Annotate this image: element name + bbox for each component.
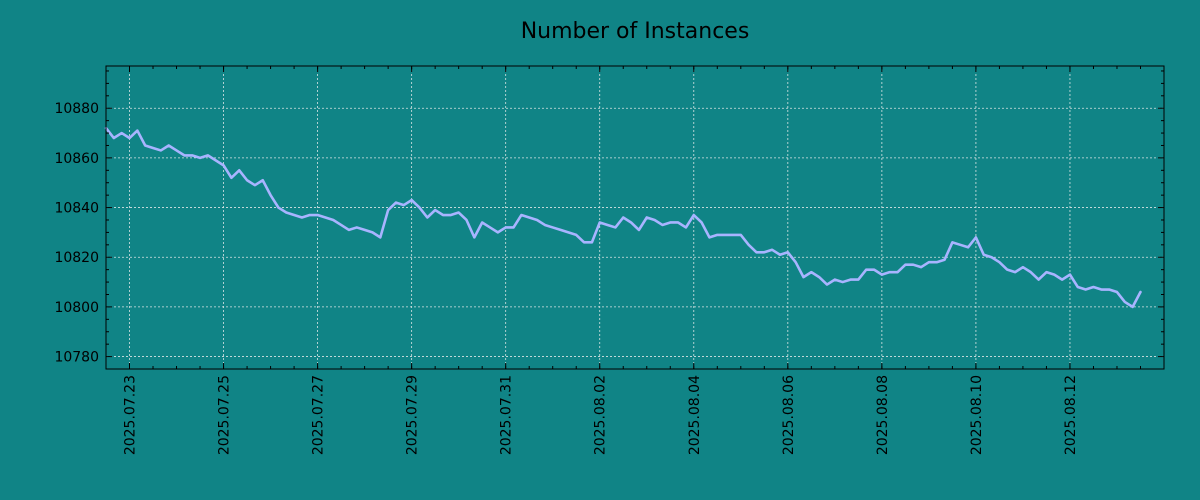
y-tick-label: 10820	[54, 250, 99, 266]
x-tick-label: 2025.08.10	[969, 375, 985, 455]
x-tick-label: 2025.07.25	[217, 375, 233, 455]
y-tick-label: 10800	[54, 300, 99, 316]
x-tick-label: 2025.08.12	[1063, 375, 1079, 455]
x-axis-tick-labels: 2025.07.23 2025.07.25 2025.07.27 2025.07.29…	[123, 375, 1079, 455]
y-tick-label: 10860	[54, 151, 99, 167]
x-tick-label: 2025.08.04	[687, 375, 703, 455]
x-tick-label: 2025.08.06	[781, 375, 797, 455]
grid-lines	[106, 66, 1164, 369]
y-tick-label: 10780	[54, 350, 99, 366]
x-tick-label: 2025.07.31	[499, 375, 515, 455]
x-tick-label: 2025.08.08	[875, 375, 891, 455]
x-tick-label: 2025.07.27	[311, 375, 327, 455]
chart-title: Number of Instances	[521, 19, 750, 44]
plot-area-frame	[105, 65, 1165, 370]
x-tick-label: 2025.07.23	[123, 375, 139, 455]
y-tick-label: 10880	[54, 101, 99, 117]
y-tick-label: 10840	[54, 201, 99, 217]
series-line-0	[104, 126, 1142, 309]
x-tick-label: 2025.07.29	[405, 375, 421, 455]
axis-ticks	[105, 66, 1165, 370]
y-axis-tick-labels: 10780 10800 10820 10840 10860 10880	[54, 101, 99, 365]
series-layer	[104, 126, 1142, 309]
x-tick-label: 2025.08.02	[593, 375, 609, 455]
